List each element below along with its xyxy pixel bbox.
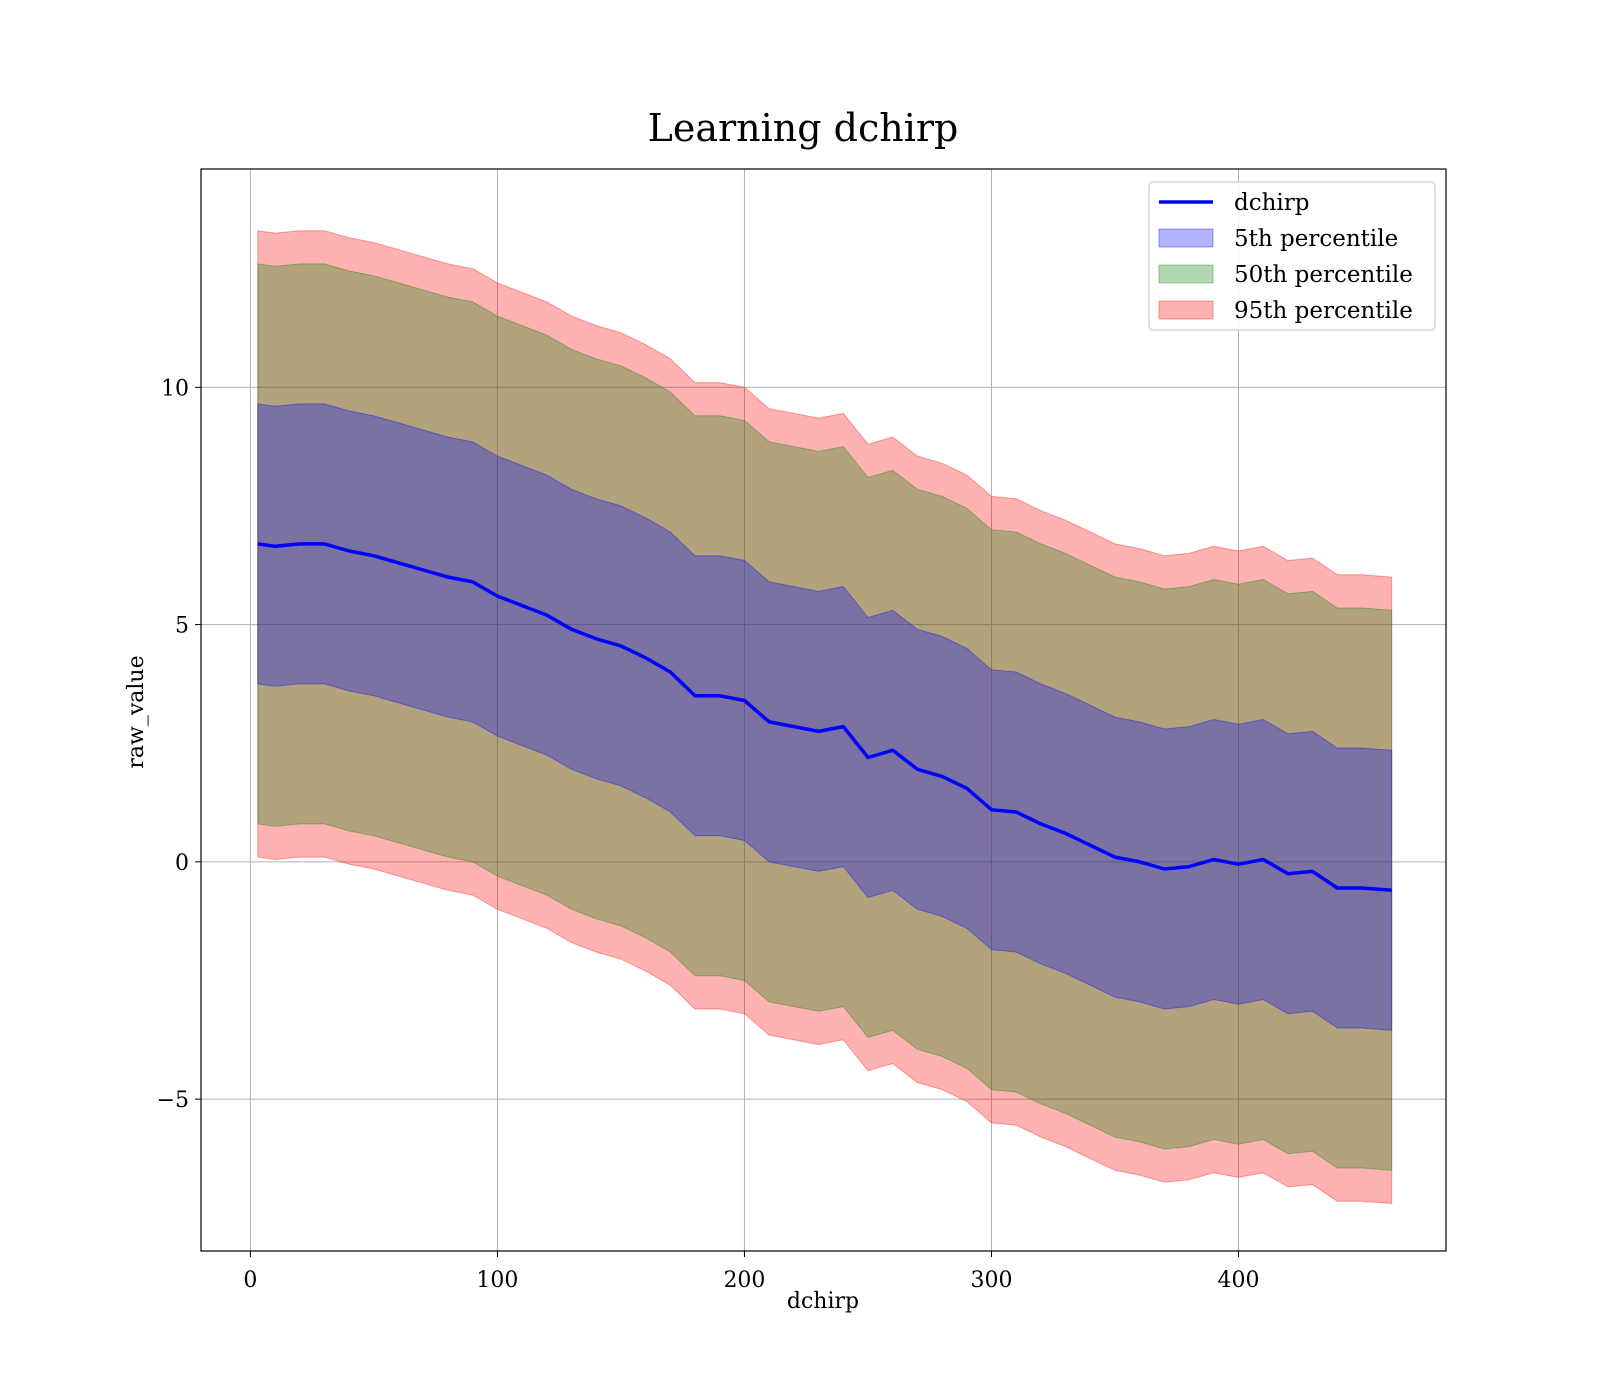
x-tick-label-3: 300 — [970, 1268, 1012, 1293]
x-axis-label: dchirp — [787, 1289, 859, 1314]
band-50th-percentile — [257, 263, 1393, 1171]
legend-swatch-2 — [1158, 264, 1214, 284]
band-5th-percentile — [257, 403, 1393, 1031]
x-tick-label-4: 400 — [1218, 1268, 1260, 1293]
legend-label-0: dchirp — [1234, 190, 1310, 216]
mean-line-group — [257, 542, 1392, 893]
x-tick-label-0: 0 — [243, 1268, 257, 1293]
legend-swatch-1 — [1158, 228, 1214, 248]
legend-label-1: 5th percentile — [1234, 226, 1398, 252]
plot-frame — [200, 168, 1447, 1252]
dchirp-line — [257, 542, 1392, 893]
y-tick-label-3: 10 — [161, 376, 189, 401]
legend-label-3: 95th percentile — [1234, 298, 1413, 324]
x-tick-label-2: 200 — [723, 1268, 765, 1293]
chart-title: Learning dchirp — [648, 106, 959, 150]
axis-ticks: 0 100 200 300 400 −5 0 5 10 — [157, 376, 1260, 1293]
percentile-bands — [257, 230, 1393, 1205]
y-axis-label: raw_value — [124, 655, 149, 768]
y-tick-label-0: −5 — [157, 1088, 189, 1113]
grid — [201, 169, 1446, 1251]
x-tick-label-1: 100 — [476, 1268, 518, 1293]
legend-box — [1148, 181, 1436, 331]
legend-swatch-3 — [1158, 300, 1214, 320]
legend: dchirp 5th percentile 50th percentile 95th … — [1148, 181, 1436, 331]
band-95th-percentile — [257, 230, 1393, 1205]
y-tick-label-1: 0 — [175, 851, 189, 876]
y-tick-label-2: 5 — [175, 614, 189, 639]
legend-label-2: 50th percentile — [1234, 262, 1413, 288]
